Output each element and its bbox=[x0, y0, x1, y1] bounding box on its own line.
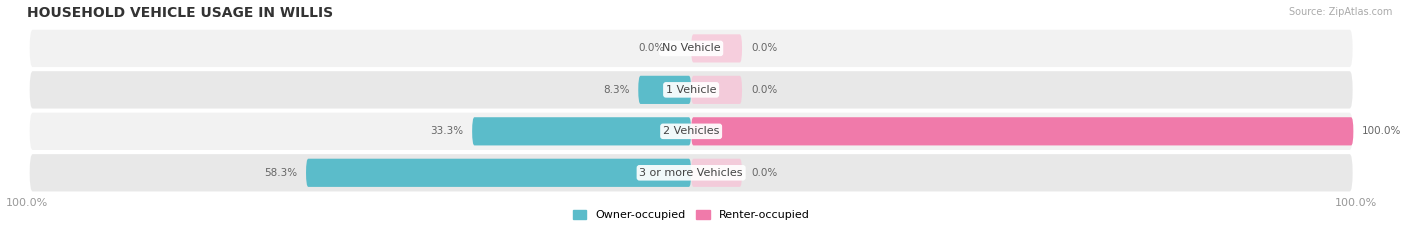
Text: Source: ZipAtlas.com: Source: ZipAtlas.com bbox=[1288, 7, 1392, 17]
FancyBboxPatch shape bbox=[692, 117, 1354, 145]
Text: 100.0%: 100.0% bbox=[1362, 126, 1402, 136]
Text: 1 Vehicle: 1 Vehicle bbox=[666, 85, 717, 95]
FancyBboxPatch shape bbox=[692, 159, 742, 187]
Text: 58.3%: 58.3% bbox=[264, 168, 297, 178]
Text: 3 or more Vehicles: 3 or more Vehicles bbox=[640, 168, 742, 178]
Text: 0.0%: 0.0% bbox=[751, 85, 778, 95]
Text: 0.0%: 0.0% bbox=[751, 168, 778, 178]
FancyBboxPatch shape bbox=[307, 159, 692, 187]
Text: 0.0%: 0.0% bbox=[751, 43, 778, 53]
Text: 8.3%: 8.3% bbox=[603, 85, 630, 95]
FancyBboxPatch shape bbox=[692, 76, 742, 104]
FancyBboxPatch shape bbox=[30, 154, 1353, 192]
FancyBboxPatch shape bbox=[692, 34, 742, 62]
FancyBboxPatch shape bbox=[472, 117, 692, 145]
Text: 33.3%: 33.3% bbox=[430, 126, 463, 136]
FancyBboxPatch shape bbox=[30, 30, 1353, 67]
FancyBboxPatch shape bbox=[30, 113, 1353, 150]
Text: HOUSEHOLD VEHICLE USAGE IN WILLIS: HOUSEHOLD VEHICLE USAGE IN WILLIS bbox=[27, 6, 333, 20]
Text: No Vehicle: No Vehicle bbox=[662, 43, 720, 53]
Legend: Owner-occupied, Renter-occupied: Owner-occupied, Renter-occupied bbox=[568, 205, 814, 224]
FancyBboxPatch shape bbox=[638, 76, 692, 104]
Text: 0.0%: 0.0% bbox=[638, 43, 665, 53]
FancyBboxPatch shape bbox=[30, 71, 1353, 109]
Text: 2 Vehicles: 2 Vehicles bbox=[664, 126, 720, 136]
